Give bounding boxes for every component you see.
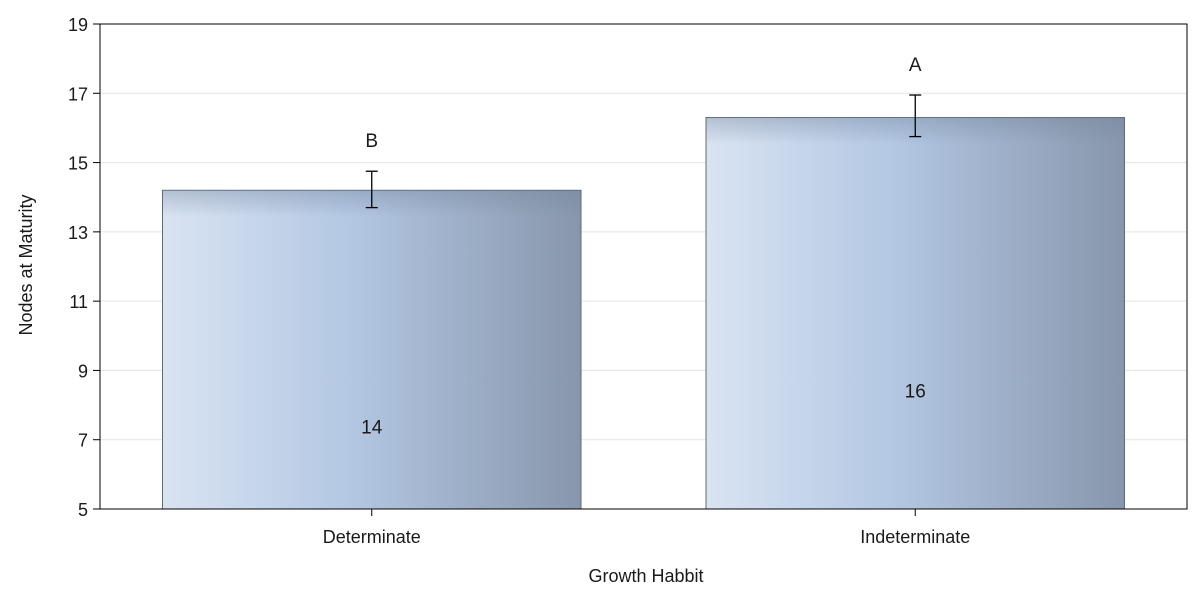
- x-axis-title: Growth Habbit: [588, 566, 703, 586]
- bar-value-label: 16: [905, 381, 926, 402]
- y-tick-label: 7: [78, 431, 88, 451]
- y-tick-label: 19: [68, 15, 88, 35]
- group-letter: A: [909, 55, 922, 76]
- bar-value-label: 14: [361, 418, 383, 439]
- bars: [162, 94, 1125, 510]
- y-tick-label: 17: [68, 84, 88, 104]
- y-tick-label: 9: [78, 361, 88, 381]
- y-tick-label: 15: [68, 154, 88, 174]
- axes: [93, 23, 1188, 516]
- y-tick-label: 11: [69, 292, 88, 312]
- plot-frame: [99, 23, 1188, 510]
- y-axis-title: Nodes at Maturity: [16, 194, 36, 335]
- bar-determinate: [162, 189, 582, 510]
- y-tick-label: 5: [78, 500, 88, 520]
- y-tick-label: 13: [68, 223, 88, 243]
- x-tick-label: Indeterminate: [860, 527, 970, 547]
- x-tick-label: Determinate: [323, 527, 421, 547]
- bar-indeterminate: [705, 117, 1125, 510]
- labels: Growth Habbit Nodes at Maturity 5 7 9 11 13 1…: [16, 15, 970, 586]
- group-letter: B: [365, 131, 378, 152]
